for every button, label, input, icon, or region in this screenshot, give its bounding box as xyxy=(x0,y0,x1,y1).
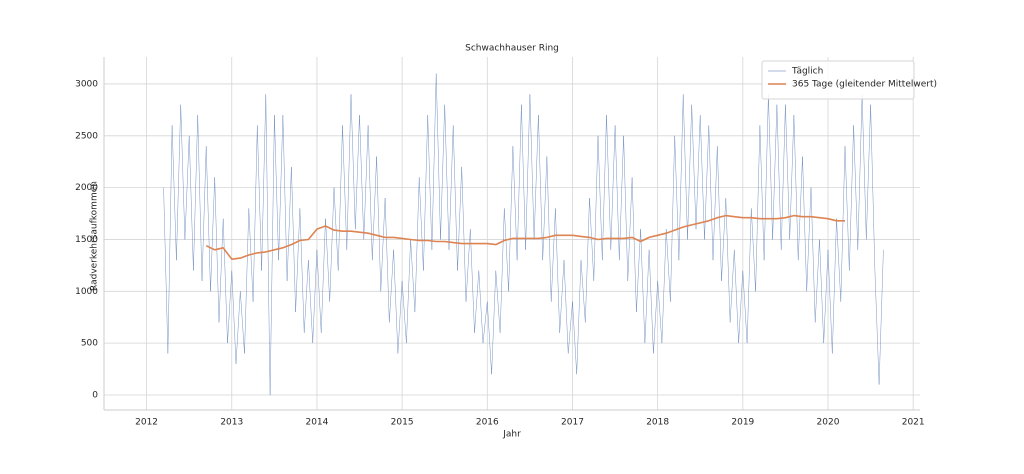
legend-box xyxy=(761,60,915,100)
x-tick-label: 2020 xyxy=(817,418,840,428)
x-tick-label: 2014 xyxy=(305,418,328,428)
x-tick-label: 2017 xyxy=(561,418,584,428)
x-tick-label: 2012 xyxy=(135,418,158,428)
x-axis-label: Jahr xyxy=(502,430,521,440)
series-line xyxy=(205,214,845,260)
y-tick-label: 0 xyxy=(92,390,98,400)
x-tick-label: 2013 xyxy=(220,418,243,428)
y-tick-label: 1500 xyxy=(75,235,98,245)
y-tick-label: 500 xyxy=(81,339,98,349)
y-tick-label: 2000 xyxy=(75,183,98,193)
legend-label: 365 Tage (gleitender Mittelwert) xyxy=(792,80,937,90)
y-tick-label: 1000 xyxy=(75,287,98,297)
x-tick-label: 2016 xyxy=(476,418,499,428)
chart-title: Schwachhauser Ring xyxy=(465,44,559,54)
y-tick-label: 2500 xyxy=(75,131,98,141)
x-tick-label: 2021 xyxy=(902,418,925,428)
x-tick-label: 2015 xyxy=(391,418,414,428)
x-tick-label: 2018 xyxy=(646,418,669,428)
series-line xyxy=(163,73,884,396)
legend-label: Täglich xyxy=(791,67,823,77)
y-axis-label: Radverkehrsaufkommen xyxy=(90,181,100,291)
x-tick-label: 2019 xyxy=(731,418,754,428)
y-tick-label: 3000 xyxy=(75,79,98,89)
